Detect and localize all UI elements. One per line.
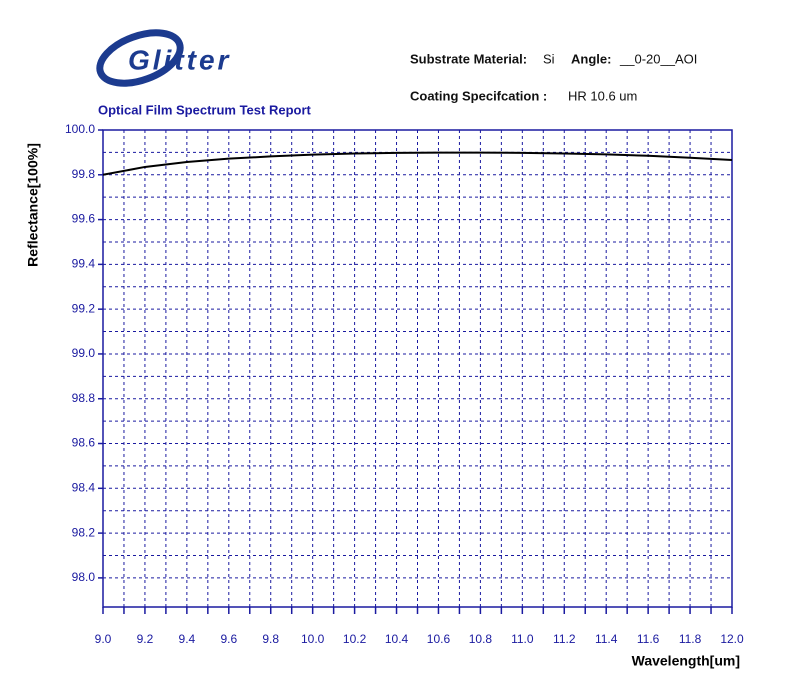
- plot-frame: [102, 129, 733, 608]
- substrate-label: Substrate Material:: [410, 51, 527, 66]
- data-line: [102, 151, 733, 176]
- substrate: Si: [543, 51, 555, 66]
- x-tick-label: 9.8: [262, 632, 279, 646]
- y-tick-label: 99.8: [72, 167, 96, 181]
- x-tick-label: 12.0: [720, 632, 744, 646]
- y-tick-label: 100.0: [65, 122, 95, 136]
- x-tick-label: 10.6: [427, 632, 451, 646]
- x-tick-label: 9.4: [179, 632, 196, 646]
- x-tick-label: 10.2: [343, 632, 367, 646]
- y-tick-label: 98.2: [72, 525, 96, 539]
- y-tick-label: 98.0: [72, 570, 96, 584]
- y-tick-label: 99.6: [72, 212, 96, 226]
- x-tick-label: 9.6: [220, 632, 237, 646]
- x-tick-label: 9.0: [95, 632, 112, 646]
- coating: HR 10.6 um: [568, 88, 637, 103]
- coating-label: Coating Specifcation :: [410, 88, 547, 103]
- y-tick-label: 99.0: [72, 346, 96, 360]
- x-tick-label: 11.0: [511, 632, 534, 646]
- y-axis-label: Reflectance[100%]: [25, 143, 41, 267]
- x-tick-label: 10.8: [469, 632, 493, 646]
- x-tick-label: 10.4: [385, 632, 409, 646]
- logo-text: Glitter: [128, 44, 231, 75]
- angle-label: Angle:: [571, 51, 611, 66]
- angle: __0-20__AOI: [619, 51, 697, 66]
- x-tick-label: 11.2: [553, 632, 576, 646]
- y-tick-label: 99.4: [72, 257, 96, 271]
- y-tick-label: 98.6: [72, 436, 96, 450]
- y-tick-label: 98.8: [72, 391, 96, 405]
- logo: Glitter: [96, 29, 231, 87]
- y-tick-label: 98.4: [72, 480, 96, 494]
- x-tick-label: 11.6: [637, 632, 660, 646]
- logo-swoosh: [96, 29, 184, 87]
- x-axis-label: Wavelength[um]: [632, 653, 740, 669]
- y-tick-label: 99.2: [72, 301, 96, 315]
- x-tick-label: 9.2: [137, 632, 154, 646]
- x-tick-label: 11.8: [679, 632, 702, 646]
- x-tick-label: 11.4: [595, 632, 618, 646]
- x-tick-label: 10.0: [301, 632, 325, 646]
- chart-title: Optical Film Spectrum Test Report: [98, 102, 312, 117]
